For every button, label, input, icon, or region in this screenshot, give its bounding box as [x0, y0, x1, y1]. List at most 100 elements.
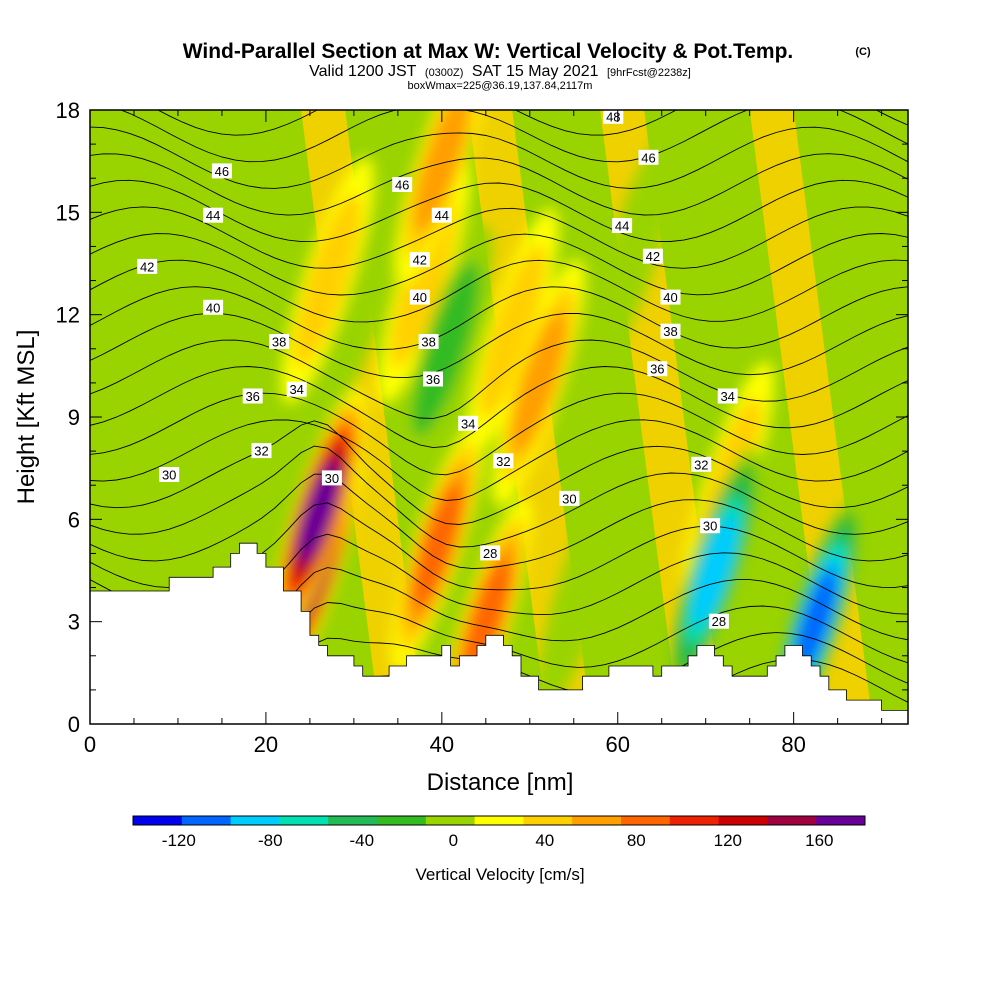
y-tick-label: 6 [68, 507, 80, 532]
colorbar-swatch [572, 816, 622, 825]
contour-label: 30 [559, 490, 580, 506]
contour-label-box [251, 443, 272, 459]
contour-label-text: 40 [663, 290, 677, 305]
contour-label: 32 [493, 453, 514, 469]
y-tick-label: 15 [56, 200, 80, 225]
x-tick-label: 60 [605, 732, 629, 757]
theta-contour [90, 312, 908, 379]
contour-label-box [242, 388, 263, 404]
contour-label: 40 [409, 289, 430, 305]
contour-labels: 48 46 46 46 44 44 44 42 42 42 40 40 40 38 38 38 36 36 36 34… [137, 110, 738, 629]
contour-label-text: 40 [413, 290, 427, 305]
velocity-cell [412, 261, 480, 436]
contour-label-text: 34 [461, 416, 475, 431]
colorbar-swatch [279, 816, 329, 825]
theta-contour [90, 392, 908, 476]
contour-label-text: 46 [395, 178, 409, 193]
colorbar-tick-label: 0 [449, 831, 458, 850]
colorbar-tick-label: 120 [714, 831, 742, 850]
contour-label-text: 38 [421, 335, 435, 350]
velocity-cell [298, 463, 339, 562]
terrain-profile [90, 542, 908, 724]
contour-label-box [431, 207, 452, 223]
chart-title: Wind-Parallel Section at Max W: Vertical… [183, 40, 794, 63]
contour-label-box [392, 177, 413, 192]
contour-label-box [409, 289, 430, 305]
terrain [90, 542, 908, 724]
chart-subtitle: Valid 1200 JST (0300Z) SAT 15 May 2021 [… [309, 63, 691, 80]
contour-label-box [647, 361, 668, 377]
contour-label: 40 [660, 289, 681, 305]
contour-label: 30 [700, 518, 721, 534]
contour-label-text: 46 [215, 164, 229, 179]
colorbar-swatch [377, 816, 427, 825]
velocity-cell [460, 558, 511, 685]
contour-label: 38 [418, 334, 439, 350]
contour-label-text: 30 [325, 471, 339, 486]
contour-label-box [423, 371, 443, 387]
contour-label: 44 [612, 218, 633, 234]
contour-label-text: 38 [272, 335, 286, 350]
contour-label: 36 [423, 371, 443, 387]
contour-label-box [203, 207, 224, 223]
x-axis-label: Distance [nm] [427, 769, 574, 796]
contour-label: 30 [321, 470, 342, 486]
x-tick-label: 40 [430, 732, 454, 757]
theta-contour [90, 206, 908, 269]
contour-label-text: 32 [254, 444, 268, 459]
colorbar-swatch [621, 816, 671, 825]
colorbar-label: Vertical Velocity [cm/s] [415, 865, 584, 884]
theta-contour [90, 339, 908, 419]
contour-label-text: 42 [140, 259, 154, 274]
velocity-cell [478, 244, 546, 419]
velocity-cell [536, 464, 629, 712]
subtitle-box: boxWmax=225@36.19,137.84,2117m [408, 80, 593, 92]
contour-label: 46 [211, 163, 232, 179]
contour-label-box [708, 613, 729, 629]
velocity-cell [293, 193, 362, 368]
colorbar-swatch [425, 816, 476, 825]
velocity-cell [413, 110, 470, 233]
theta-contour [90, 419, 908, 501]
contour-label-box [480, 545, 501, 561]
contour-label: 36 [647, 361, 668, 377]
copyright-mark: (C) [855, 46, 871, 58]
contour-label: 28 [708, 613, 729, 629]
contour-label-text: 34 [720, 389, 734, 404]
y-tick-label: 12 [56, 303, 80, 328]
y-tick-label: 9 [68, 405, 80, 430]
colorbar-swatch [133, 816, 183, 825]
contour-label-text: 28 [483, 546, 497, 561]
velocity-cell [510, 311, 567, 455]
contour-label: 34 [458, 415, 479, 431]
contour-label: 32 [251, 443, 272, 459]
contour-label: 38 [269, 334, 290, 350]
colorbar-tick-label: -80 [258, 831, 283, 850]
contour-label-text: 28 [712, 614, 726, 629]
contour-label-box [203, 299, 224, 315]
subtitle-date: SAT 15 May 2021 [472, 63, 599, 80]
contour-label-text: 40 [206, 300, 220, 315]
contour-label-box [286, 381, 307, 397]
contour-label: 30 [159, 467, 180, 483]
contour-label-box [700, 518, 721, 534]
subtitle-forecast: [9hrFcst@2238z] [607, 67, 691, 79]
contour-label-text: 42 [646, 249, 660, 264]
contour-label-box [638, 149, 659, 165]
contour-label: 46 [638, 149, 659, 165]
contour-label-box [559, 490, 580, 506]
contour-label-box [612, 218, 633, 233]
subtitle-utc: (0300Z) [425, 67, 464, 79]
contour-label-box [409, 252, 430, 268]
colorbar-tick-label: -120 [162, 831, 196, 850]
theta-contour [90, 420, 908, 525]
plot-area: 48 46 46 46 44 44 44 42 42 42 40 40 40 38 38 38 36 36 36 34… [90, 110, 908, 724]
contour-label-text: 38 [663, 324, 677, 339]
y-tick-label: 0 [68, 712, 80, 737]
contour-label-text: 32 [496, 454, 510, 469]
velocity-cell [412, 483, 463, 610]
contour-label: 40 [203, 299, 224, 315]
contour-label-text: 46 [641, 150, 655, 165]
colorbar-swatch [230, 816, 280, 825]
